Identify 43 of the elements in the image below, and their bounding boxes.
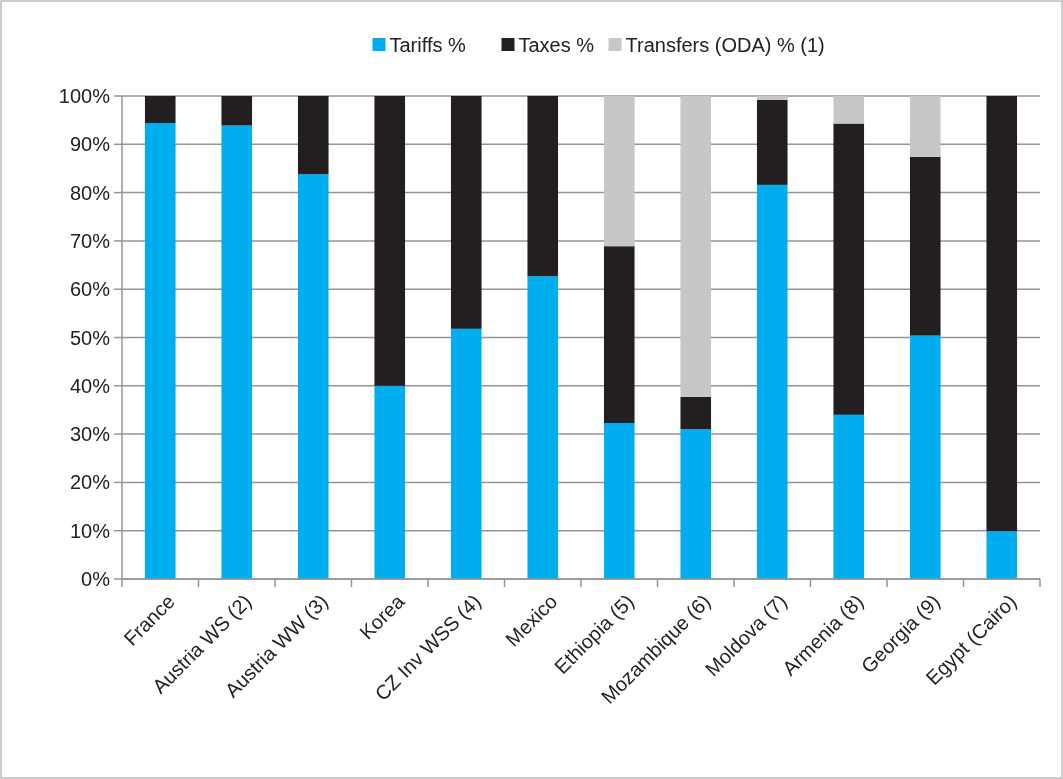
bar bbox=[603, 96, 635, 247]
bar bbox=[527, 96, 559, 277]
bar bbox=[297, 96, 329, 175]
y-tick-label: 90% bbox=[69, 133, 111, 156]
bar bbox=[756, 96, 788, 100]
legend-label: Tariffs % bbox=[389, 34, 467, 56]
y-tick-label: 40% bbox=[69, 374, 111, 397]
bar bbox=[680, 429, 712, 579]
bar bbox=[527, 276, 559, 579]
bar bbox=[680, 96, 712, 397]
y-tick-label: 10% bbox=[69, 519, 111, 542]
bar bbox=[144, 123, 176, 579]
y-tick-label: 20% bbox=[69, 471, 111, 494]
bar bbox=[986, 96, 1018, 532]
bar bbox=[374, 385, 406, 579]
bar bbox=[833, 414, 865, 579]
bar bbox=[297, 174, 329, 579]
bar bbox=[450, 328, 482, 579]
bar bbox=[680, 396, 712, 430]
y-tick-label: 0% bbox=[81, 568, 111, 590]
y-tick-label: 50% bbox=[69, 326, 111, 349]
bar bbox=[603, 246, 635, 423]
bar bbox=[756, 184, 788, 579]
bar bbox=[909, 156, 941, 336]
bar bbox=[756, 99, 788, 185]
y-tick-label: 70% bbox=[69, 229, 111, 252]
bar bbox=[833, 96, 865, 124]
y-tick-label: 30% bbox=[69, 423, 111, 446]
bar bbox=[144, 96, 176, 124]
y-tick-label: 60% bbox=[69, 278, 111, 301]
bar bbox=[833, 123, 865, 415]
bar bbox=[221, 96, 253, 126]
bar bbox=[909, 96, 941, 157]
bar bbox=[986, 531, 1018, 579]
legend-label: Transfers (ODA) % (1) bbox=[625, 34, 825, 56]
bar bbox=[603, 422, 635, 579]
y-tick-label: 100% bbox=[58, 85, 111, 107]
y-tick-label: 80% bbox=[69, 181, 111, 204]
bar bbox=[909, 335, 941, 579]
legend-label: Taxes % bbox=[518, 34, 595, 56]
bar bbox=[450, 96, 482, 329]
bar bbox=[374, 96, 406, 386]
bar bbox=[221, 125, 253, 579]
